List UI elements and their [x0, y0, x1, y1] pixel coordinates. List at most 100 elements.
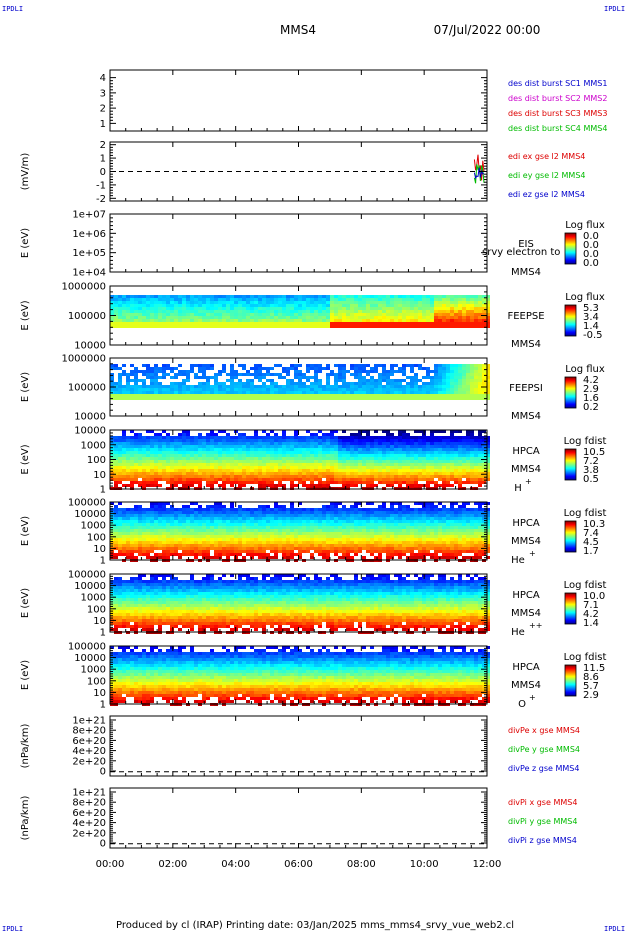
spectrogram-cell — [330, 319, 334, 322]
spectrogram-cell — [358, 379, 362, 382]
spectrogram-cell — [446, 307, 450, 310]
spectrogram-cell — [226, 313, 230, 316]
spectrogram-cell — [202, 520, 206, 523]
spectrogram-cell — [206, 448, 210, 451]
spectrogram-cell — [470, 313, 474, 316]
spectrogram-cell — [218, 394, 222, 397]
spectrogram-cell — [218, 547, 222, 550]
spectrogram-cell — [254, 511, 258, 514]
spectrogram-cell — [222, 457, 226, 460]
spectrogram-cell — [282, 514, 286, 517]
spectrogram-cell — [418, 319, 422, 322]
spectrogram-cell — [306, 523, 310, 526]
spectrogram-cell — [242, 514, 246, 517]
spectrogram-cell — [410, 472, 414, 475]
spectrogram-cell — [150, 439, 154, 442]
spectrogram-cell — [258, 457, 262, 460]
spectrogram-cell — [178, 520, 182, 523]
spectrogram-cell — [398, 430, 402, 433]
spectrogram-cell — [290, 526, 294, 529]
spectrogram-cell — [386, 445, 390, 448]
spectrogram-cell — [438, 367, 442, 370]
spectrogram-cell — [218, 454, 222, 457]
spectrogram-cell — [342, 310, 346, 313]
spectrogram-cell — [186, 439, 190, 442]
spectrogram-cell — [174, 544, 178, 547]
spectrogram-cell — [394, 322, 398, 325]
spectrogram-cell — [162, 319, 166, 322]
spectrogram-cell — [226, 310, 230, 313]
spectrogram-cell — [218, 316, 222, 319]
spectrogram-cell — [326, 475, 330, 478]
spectrogram-cell — [242, 526, 246, 529]
colorbar-tick-label: 3.8 — [583, 465, 599, 476]
spectrogram-cell — [446, 373, 450, 376]
spectrogram-cell — [154, 442, 158, 445]
spectrogram-cell — [202, 442, 206, 445]
spectrogram-cell — [330, 301, 334, 304]
spectrogram-cell — [294, 484, 298, 487]
spectrogram-cell — [166, 442, 170, 445]
colorbar-tick-label: 0.0 — [583, 258, 599, 269]
spectrogram-cell — [262, 541, 266, 544]
spectrogram-cell — [442, 442, 446, 445]
spectrogram-cell — [302, 478, 306, 481]
spectrogram-cell — [382, 313, 386, 316]
spectrogram-cell — [182, 310, 186, 313]
spectrogram-cell — [198, 439, 202, 442]
spectrogram-cell — [354, 478, 358, 481]
spectrogram-cell — [170, 511, 174, 514]
spectrogram-cell — [190, 514, 194, 517]
spectrogram-cell — [142, 463, 146, 466]
spectrogram-cell — [254, 307, 258, 310]
spectrogram-cell — [174, 382, 178, 385]
spectrogram-cell — [302, 397, 306, 400]
spectrogram-cell — [286, 529, 290, 532]
spectrogram-cell — [318, 439, 322, 442]
spectrogram-cell — [238, 364, 242, 367]
spectrogram-cell — [342, 553, 346, 556]
spectrogram-cell — [438, 295, 442, 298]
spectrogram-cell — [282, 553, 286, 556]
spectrogram-cell — [358, 370, 362, 373]
spectrogram-cell — [298, 538, 302, 541]
spectrogram-cell — [302, 385, 306, 388]
spectrogram-cell — [278, 460, 282, 463]
spectrogram-cell — [242, 454, 246, 457]
spectrogram-cell — [450, 295, 454, 298]
spectrogram-cell — [366, 382, 370, 385]
spectrogram-cell — [458, 325, 462, 328]
spectrogram-cell — [210, 484, 214, 487]
spectrogram-cell — [198, 505, 202, 508]
spectrogram-cell — [470, 397, 474, 400]
spectrogram-cell — [394, 463, 398, 466]
spectrogram-cell — [182, 544, 186, 547]
spectrogram-cell — [334, 541, 338, 544]
spectrogram-cell — [334, 463, 338, 466]
spectrogram-cell — [246, 478, 250, 481]
spectrogram-cell — [130, 448, 134, 451]
spectrogram-cell — [138, 391, 142, 394]
spectrogram-cell — [198, 388, 202, 391]
spectrogram-cell — [234, 466, 238, 469]
spectrogram-cell — [410, 388, 414, 391]
spectrogram-cell — [162, 301, 166, 304]
spectrogram-cell — [214, 553, 218, 556]
spectrogram-cell — [114, 451, 118, 454]
spectrogram-cell — [402, 445, 406, 448]
spectrogram-cell — [358, 460, 362, 463]
spectrogram-cell — [318, 298, 322, 301]
spectrogram-cell — [342, 319, 346, 322]
spectrogram-cell — [150, 442, 154, 445]
spectrogram-cell — [310, 541, 314, 544]
spectrogram-cell — [302, 448, 306, 451]
spectrogram-cell — [130, 307, 134, 310]
spectrogram-cell — [486, 457, 490, 460]
spectrogram-cell — [366, 304, 370, 307]
spectrogram-cell — [122, 520, 126, 523]
spectrogram-cell — [210, 532, 214, 535]
spectrogram-cell — [378, 382, 382, 385]
spectrogram-cell — [114, 463, 118, 466]
spectrogram-cell — [262, 472, 266, 475]
spectrogram-cell — [282, 295, 286, 298]
